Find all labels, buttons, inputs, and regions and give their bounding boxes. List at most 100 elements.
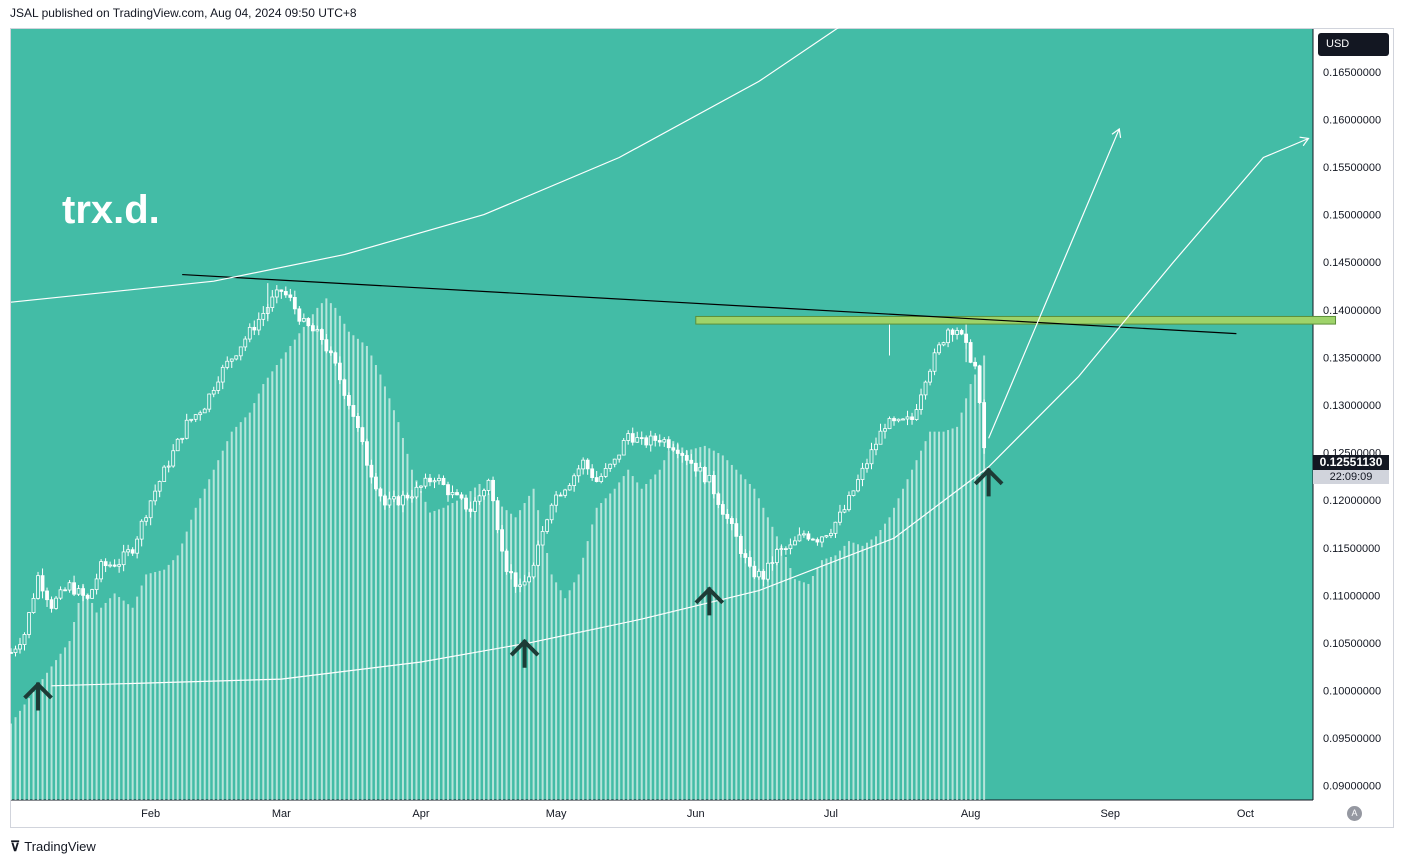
candle-body — [743, 553, 748, 558]
candle-body — [711, 475, 716, 495]
candle-body — [301, 318, 306, 322]
volume-bar — [451, 503, 454, 800]
candle-body — [90, 589, 94, 599]
volume-bar — [253, 403, 256, 800]
volume-bar — [194, 507, 197, 800]
candle-body — [702, 466, 707, 483]
candle-body — [414, 486, 419, 498]
candle-body — [58, 589, 63, 599]
candle-body — [901, 418, 905, 421]
y-tick-label: 0.12000000 — [1323, 495, 1381, 507]
candle-body — [139, 520, 144, 540]
volume-bar — [14, 717, 17, 800]
volume-bar — [397, 422, 400, 800]
volume-bar — [766, 517, 769, 800]
candle-body — [31, 597, 36, 613]
volume-bar — [753, 488, 756, 800]
candle-body — [410, 496, 414, 499]
candle-body — [815, 539, 820, 543]
x-tick-label: Oct — [1237, 808, 1254, 820]
volume-bar — [145, 574, 148, 800]
candle-body — [941, 342, 946, 346]
candle-body — [477, 495, 482, 502]
candle-body — [315, 329, 320, 332]
volume-bar — [622, 476, 625, 800]
y-tick-label: 0.10000000 — [1323, 686, 1381, 698]
candle-body — [22, 634, 27, 645]
candle-body — [405, 494, 410, 499]
candle-body — [126, 549, 131, 553]
volume-bar — [10, 723, 12, 800]
candle-body — [157, 481, 162, 492]
volume-bar — [911, 469, 914, 800]
candle-body — [910, 416, 914, 420]
candle-body — [36, 575, 40, 599]
y-tick-label: 0.09500000 — [1323, 733, 1381, 745]
candle-body — [738, 535, 743, 554]
candle-body — [928, 370, 932, 383]
tradingview-logo-icon: ⊽ — [10, 837, 20, 854]
volume-bar — [613, 488, 616, 800]
volume-bar — [586, 541, 589, 800]
volume-bar — [771, 526, 774, 800]
candle-body — [883, 428, 887, 432]
candle-body — [527, 576, 531, 583]
volume-bar — [82, 583, 85, 800]
volume-bar — [861, 545, 864, 800]
support-arrow-icon — [23, 681, 53, 711]
volume-bar — [383, 386, 386, 800]
x-tick-label: May — [546, 808, 567, 820]
volume-bar — [505, 510, 508, 800]
volume-bar — [591, 524, 594, 800]
volume-bar — [978, 365, 981, 800]
volume-bar — [906, 479, 909, 800]
auto-scale-icon[interactable]: A — [1347, 806, 1362, 821]
footer[interactable]: ⊽ TradingView — [10, 837, 96, 855]
volume-bar — [627, 469, 630, 800]
candle-body — [860, 467, 865, 480]
y-tick-label: 0.14500000 — [1323, 257, 1381, 269]
volume-bar — [374, 365, 377, 800]
x-tick-label: Sep — [1100, 808, 1120, 820]
candle-body — [770, 562, 775, 564]
volume-bar — [244, 417, 247, 800]
candle-body — [833, 521, 838, 534]
volume-bar — [712, 450, 715, 800]
candle-body — [653, 435, 658, 441]
candle-body — [76, 588, 81, 595]
currency-button[interactable]: USD — [1318, 33, 1389, 56]
candle-body — [905, 416, 910, 420]
candle-body — [333, 352, 338, 364]
volume-bar — [879, 529, 882, 800]
candle-body — [662, 439, 667, 443]
volume-bar — [573, 582, 576, 800]
volume-bar — [19, 710, 22, 800]
volume-bar — [221, 450, 224, 800]
candle-body — [437, 477, 441, 482]
candle-body — [856, 479, 860, 492]
candle-body — [847, 495, 851, 511]
candle-body — [635, 437, 640, 443]
candle-body — [288, 294, 293, 298]
volume-bar — [37, 685, 40, 800]
volume-bar — [419, 491, 422, 800]
volume-bar — [226, 441, 229, 800]
volume-bar — [631, 476, 634, 800]
y-tick-label: 0.16000000 — [1323, 114, 1381, 126]
volume-bar — [793, 579, 796, 800]
candle-body — [783, 548, 788, 551]
candle-body — [270, 296, 275, 308]
volume-bar — [699, 447, 702, 800]
volume-bar — [564, 598, 567, 800]
volume-bar — [852, 542, 855, 800]
volume-bar — [811, 575, 814, 800]
candle-body — [355, 416, 360, 429]
volume-bar — [884, 523, 887, 800]
volume-bar — [496, 503, 499, 800]
volume-bar — [947, 430, 950, 800]
candle-body — [419, 485, 423, 488]
candle-body — [473, 500, 477, 512]
candle-body — [216, 381, 221, 391]
candle-body — [585, 459, 590, 470]
